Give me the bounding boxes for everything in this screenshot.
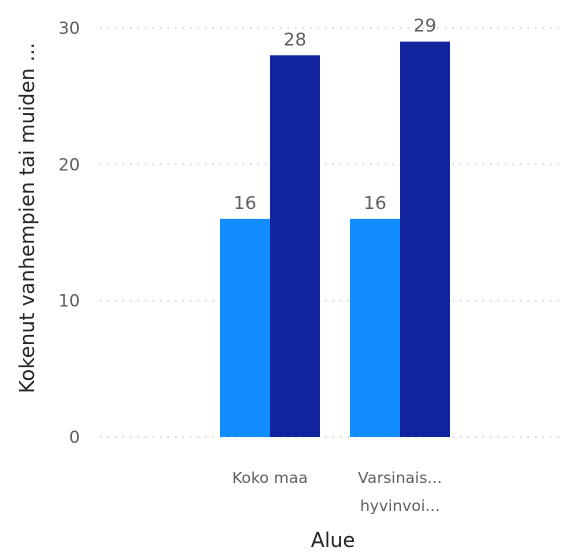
data-label: 29	[414, 16, 437, 37]
y-tick-label: 20	[58, 155, 80, 175]
y-axis-title: Kokenut vanhempien tai muiden ...	[15, 43, 39, 394]
bars[interactable]	[220, 41, 450, 438]
bar[interactable]	[400, 41, 450, 438]
y-tick-label: 30	[58, 19, 80, 39]
y-tick-label: 0	[69, 428, 80, 448]
x-category-label: hyvinvoi...	[360, 497, 440, 515]
x-axis-category-labels: Koko maa Varsinais... hyvinvoi...	[232, 469, 442, 515]
y-axis-ticks: 0 10 20 30	[58, 19, 80, 448]
x-category-label: Koko maa	[232, 469, 308, 487]
x-category-label: Varsinais...	[358, 469, 442, 487]
bar[interactable]	[350, 218, 400, 437]
data-label: 16	[364, 193, 387, 214]
data-labels: 16 28 16 29	[234, 16, 437, 214]
x-axis-title: Alue	[311, 528, 355, 552]
data-label: 16	[234, 193, 257, 214]
y-tick-label: 10	[58, 292, 80, 312]
bar[interactable]	[220, 218, 270, 437]
data-label: 28	[284, 29, 307, 50]
bar[interactable]	[270, 55, 320, 438]
gridlines	[100, 27, 565, 438]
